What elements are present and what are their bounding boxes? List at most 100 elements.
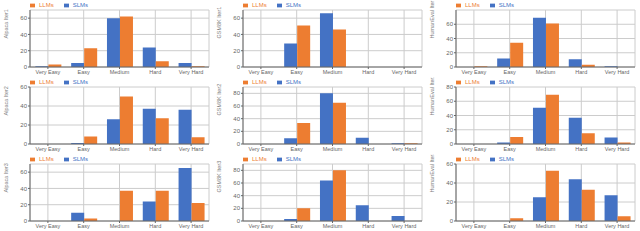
svg-text:20: 20 [20, 202, 27, 208]
html-text:LLMs: LLMs [39, 2, 54, 8]
svg-text:60: 60 [446, 161, 453, 167]
svg-text:60: 60 [233, 15, 240, 21]
svg-text:Medium: Medium [323, 146, 343, 152]
svg-text:60: 60 [446, 98, 453, 104]
svg-text:Very Hard: Very Hard [605, 69, 629, 75]
svg-text:Easy: Easy [291, 223, 303, 229]
svg-text:Alpaca Iter1: Alpaca Iter1 [8, 9, 9, 38]
svg-text:0: 0 [24, 218, 28, 224]
svg-text:Hard: Hard [362, 146, 374, 152]
svg-text:20: 20 [20, 48, 27, 54]
svg-text:Hard: Hard [149, 69, 161, 75]
svg-text:Hard: Hard [149, 223, 161, 229]
html-text:LLMs: LLMs [465, 2, 480, 8]
svg-text:Medium: Medium [536, 69, 556, 75]
svg-text:20: 20 [446, 199, 453, 205]
svg-text:60: 60 [233, 180, 240, 186]
svg-text:60: 60 [446, 21, 453, 27]
svg-text:40: 40 [20, 186, 27, 192]
svg-text:Hard: Hard [362, 223, 374, 229]
svg-text:40: 40 [20, 103, 27, 109]
svg-text:20: 20 [233, 205, 240, 211]
svg-text:HumanEval Iter3: HumanEval Iter3 [429, 154, 435, 193]
html-text:SLMs: SLMs [285, 2, 301, 8]
svg-text:0: 0 [450, 218, 454, 224]
svg-text:Very Easy: Very Easy [36, 146, 61, 152]
html-text:SLMs: SLMs [498, 2, 514, 8]
svg-text:Medium: Medium [536, 223, 556, 229]
svg-text:Easy: Easy [78, 69, 90, 75]
svg-text:60: 60 [20, 15, 27, 21]
svg-text:Easy: Easy [504, 223, 516, 229]
svg-text:0: 0 [24, 64, 28, 70]
svg-text:20: 20 [233, 48, 240, 54]
svg-text:Very Hard: Very Hard [179, 223, 203, 229]
svg-text:Very Hard: Very Hard [392, 69, 416, 75]
svg-text:Easy: Easy [78, 223, 90, 229]
svg-text:Easy: Easy [504, 146, 516, 152]
svg-text:HumanEval Iter2: HumanEval Iter2 [429, 77, 435, 116]
svg-text:Medium: Medium [110, 69, 130, 75]
svg-text:Hard: Hard [575, 146, 587, 152]
svg-text:40: 40 [446, 113, 453, 119]
svg-text:40: 40 [233, 193, 240, 199]
svg-text:Alpaca Iter3: Alpaca Iter3 [8, 163, 9, 192]
svg-text:GSM8K Iter3: GSM8K Iter3 [216, 161, 222, 193]
svg-text:80: 80 [233, 167, 240, 173]
svg-text:0: 0 [237, 64, 241, 70]
svg-text:Alpaca Iter2: Alpaca Iter2 [8, 86, 9, 115]
svg-text:20: 20 [446, 127, 453, 133]
svg-text:Easy: Easy [291, 146, 303, 152]
svg-text:Very Easy: Very Easy [462, 69, 487, 75]
svg-text:20: 20 [20, 122, 27, 128]
svg-text:Very Hard: Very Hard [179, 69, 203, 75]
svg-text:Hard: Hard [362, 69, 374, 75]
svg-text:20: 20 [233, 128, 240, 134]
svg-text:Very Easy: Very Easy [249, 146, 274, 152]
svg-text:Very Easy: Very Easy [36, 69, 61, 75]
svg-text:Very Easy: Very Easy [462, 146, 487, 152]
svg-text:0: 0 [237, 141, 241, 147]
svg-text:Medium: Medium [323, 69, 343, 75]
svg-text:40: 40 [446, 180, 453, 186]
svg-text:Medium: Medium [323, 223, 343, 229]
svg-text:80: 80 [233, 90, 240, 96]
svg-text:Hard: Hard [575, 223, 587, 229]
svg-text:0: 0 [450, 64, 454, 70]
html-text:LLMs: LLMs [252, 2, 267, 8]
svg-text:Very Hard: Very Hard [605, 146, 629, 152]
svg-text:Easy: Easy [291, 69, 303, 75]
svg-text:Easy: Easy [504, 69, 516, 75]
svg-text:Very Easy: Very Easy [249, 69, 274, 75]
svg-text:40: 40 [233, 32, 240, 38]
svg-text:40: 40 [446, 36, 453, 42]
svg-text:80: 80 [446, 84, 453, 90]
svg-text:GSM8K Iter2: GSM8K Iter2 [216, 84, 222, 116]
svg-text:Very Easy: Very Easy [249, 223, 274, 229]
svg-text:Hard: Hard [575, 69, 587, 75]
svg-text:Very Easy: Very Easy [36, 223, 61, 229]
svg-text:Very Hard: Very Hard [392, 223, 416, 229]
svg-text:0: 0 [450, 141, 454, 147]
svg-text:HumanEval Iter1: HumanEval Iter1 [429, 0, 435, 39]
svg-text:60: 60 [233, 103, 240, 109]
svg-text:40: 40 [233, 116, 240, 122]
svg-text:Hard: Hard [149, 146, 161, 152]
svg-text:Medium: Medium [110, 223, 130, 229]
svg-text:Medium: Medium [110, 146, 130, 152]
svg-text:20: 20 [446, 50, 453, 56]
svg-text:60: 60 [20, 84, 27, 90]
svg-text:0: 0 [24, 141, 28, 147]
svg-text:40: 40 [20, 32, 27, 38]
svg-text:Very Hard: Very Hard [392, 146, 416, 152]
svg-text:Very Easy: Very Easy [462, 223, 487, 229]
svg-text:Very Hard: Very Hard [179, 146, 203, 152]
svg-text:GSM8K Iter1: GSM8K Iter1 [216, 7, 222, 39]
svg-text:0: 0 [237, 218, 241, 224]
html-text:SLMs: SLMs [72, 2, 88, 8]
svg-text:60: 60 [20, 169, 27, 175]
svg-text:Very Hard: Very Hard [605, 223, 629, 229]
html-text:LLMs: LLMs [39, 79, 54, 85]
svg-text:Medium: Medium [536, 146, 556, 152]
svg-text:Easy: Easy [78, 146, 90, 152]
